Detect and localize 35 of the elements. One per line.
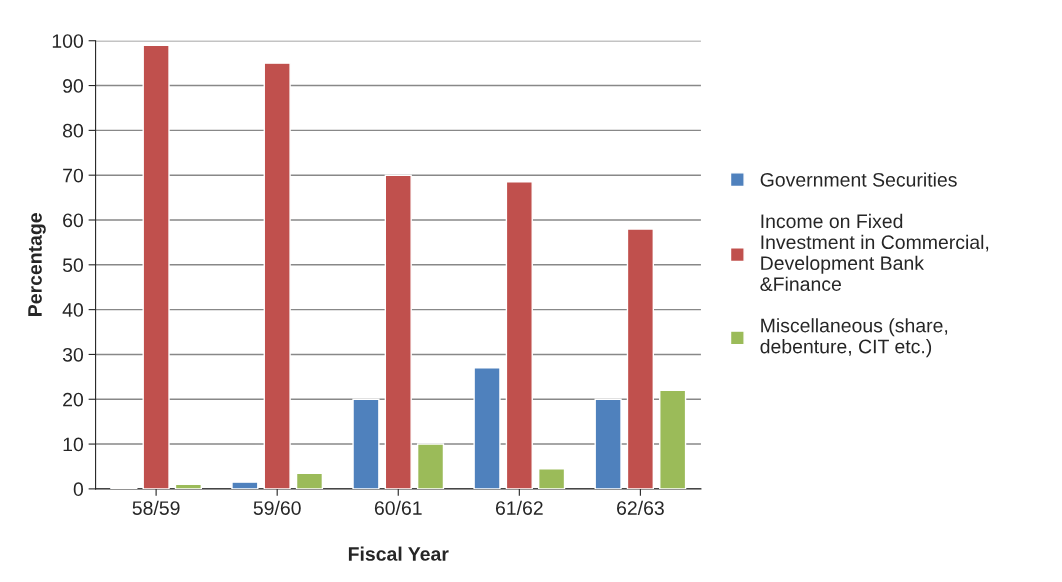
bar (142, 44, 170, 489)
y-tick-label: 50 (62, 258, 84, 273)
y-tick-label: 0 (73, 482, 84, 497)
bar (352, 398, 380, 489)
y-tick-label: 100 (52, 34, 84, 48)
y-axis-title: Percentage (28, 213, 46, 316)
y-tick-label: 30 (62, 347, 84, 362)
legend-label: Income on Fixed Investment in Commercial, Development Bank &Finance (760, 213, 989, 291)
x-tick-label: 62/63 (617, 500, 664, 515)
bar (384, 174, 412, 489)
y-tick-label: 80 (62, 123, 84, 138)
bar (594, 398, 622, 489)
y-tick-label: 40 (62, 303, 84, 317)
x-tick-label: 59/60 (253, 500, 301, 515)
bar (416, 443, 445, 489)
bar (263, 62, 291, 489)
bar (174, 483, 203, 489)
bar (505, 181, 533, 489)
y-tick-label: 60 (63, 213, 84, 228)
y-tick-label: 10 (63, 437, 84, 452)
x-tick-label: 60/61 (374, 500, 422, 515)
y-tick-label: 70 (63, 168, 84, 183)
x-tick-label: 61/62 (495, 500, 543, 515)
bar (626, 228, 654, 489)
bar (659, 389, 687, 489)
bar (295, 472, 324, 489)
y-tick-label: 20 (63, 392, 84, 407)
x-tick-label: 58/59 (132, 500, 180, 515)
y-tick-label: 90 (63, 79, 84, 93)
legend-label: Government Securities (760, 172, 957, 187)
bar (231, 481, 259, 489)
legend-label: Miscellaneous (share, debenture, CIT etc.) (760, 318, 948, 358)
x-axis-title: Fiscal Year (348, 546, 449, 561)
bar (537, 468, 566, 489)
bar (473, 367, 501, 489)
